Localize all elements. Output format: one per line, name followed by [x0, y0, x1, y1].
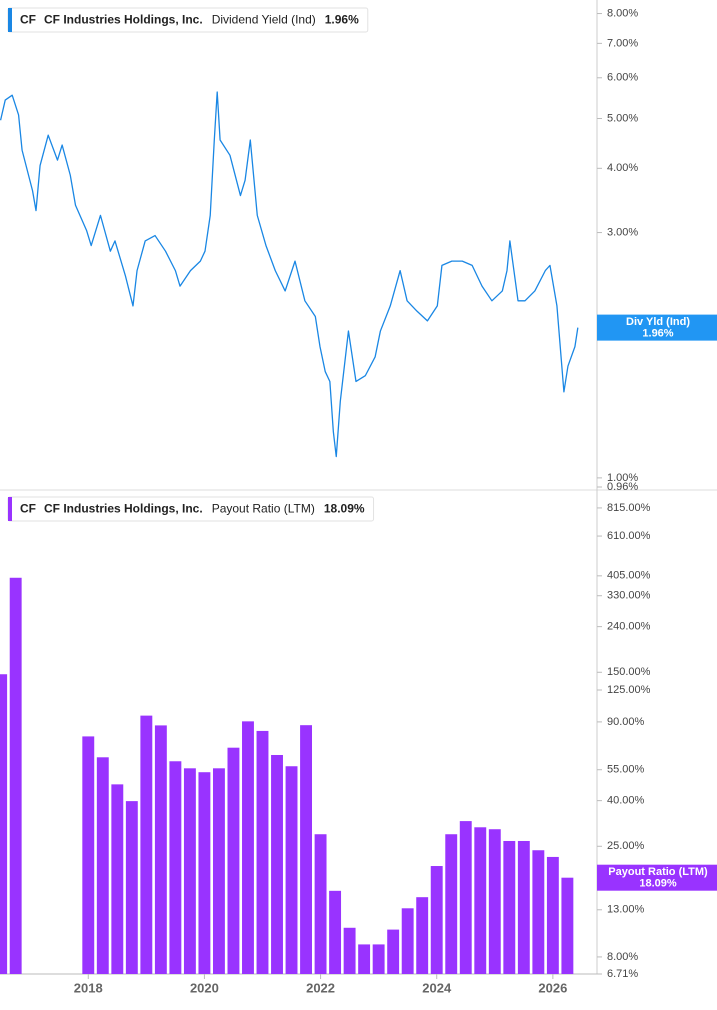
- bar: [0, 674, 8, 974]
- bar: [401, 908, 414, 974]
- legend-value: 1.96%: [325, 13, 359, 27]
- bar: [459, 821, 472, 974]
- bar: [561, 877, 574, 974]
- y-tick-label: 815.00%: [607, 502, 651, 514]
- bar: [329, 890, 342, 974]
- bar: [183, 768, 196, 974]
- plot-area: [0, 91, 579, 458]
- y-tick-label: 150.00%: [607, 666, 651, 678]
- legend-ticker: CF: [20, 502, 36, 516]
- value-badge: [597, 864, 717, 891]
- y-tick-label: 6.00%: [607, 72, 638, 84]
- legend-value: 18.09%: [324, 502, 365, 516]
- bar: [285, 766, 298, 974]
- bar: [488, 829, 501, 974]
- y-tick-label: 55.00%: [607, 764, 645, 776]
- bar: [169, 761, 182, 974]
- bar: [198, 772, 211, 974]
- y-tick-label: 4.00%: [607, 162, 638, 174]
- bar: [546, 856, 559, 974]
- x-tick-label: 2020: [190, 980, 219, 995]
- bar: [416, 897, 429, 974]
- yield-line: [0, 91, 579, 458]
- y-tick-label: 125.00%: [607, 684, 651, 696]
- plot-area: [0, 577, 574, 974]
- value-badge-name: Payout Ratio (LTM): [608, 866, 708, 878]
- bar: [503, 840, 516, 974]
- bar: [532, 850, 545, 974]
- x-tick-label: 2018: [74, 980, 103, 995]
- y-tick-label: 330.00%: [607, 590, 651, 602]
- value-badge-value: 1.96%: [642, 328, 673, 340]
- legend-header: CF CF Industries Holdings, Inc. Dividend Y…: [7, 7, 369, 33]
- bar: [111, 784, 124, 974]
- value-badge-name: Div Yld (Ind): [626, 316, 690, 328]
- bar: [372, 944, 385, 974]
- bar: [256, 730, 269, 974]
- bar: [300, 725, 313, 974]
- legend-swatch: [8, 497, 12, 521]
- y-tick-label: 90.00%: [607, 716, 645, 728]
- bar: [154, 725, 167, 974]
- y-tick-label: 610.00%: [607, 530, 651, 542]
- bar: [271, 754, 283, 974]
- bar: [9, 577, 22, 974]
- y-tick-label: 5.00%: [607, 112, 638, 124]
- bar: [343, 927, 356, 974]
- y-tick-label: 40.00%: [607, 795, 645, 807]
- bar: [125, 801, 138, 974]
- bar: [387, 929, 400, 974]
- y-tick-label: 13.00%: [607, 904, 645, 916]
- value-badge: [597, 314, 717, 341]
- bar: [212, 768, 225, 974]
- y-tick-label: 8.00%: [607, 951, 638, 963]
- y-tick-label: 8.00%: [607, 7, 638, 19]
- bar: [517, 840, 530, 974]
- bar: [82, 736, 95, 974]
- bar: [227, 747, 240, 974]
- legend-company: CF Industries Holdings, Inc.: [44, 13, 203, 27]
- bar: [474, 827, 487, 974]
- bar: [140, 715, 153, 974]
- bar: [314, 834, 327, 974]
- bar: [96, 757, 109, 974]
- y-tick-label: 405.00%: [607, 570, 651, 582]
- x-tick-label: 2022: [306, 980, 335, 995]
- legend-company: CF Industries Holdings, Inc.: [44, 502, 203, 516]
- x-tick-label: 2026: [538, 980, 567, 995]
- legend-series-name: Payout Ratio (LTM): [212, 502, 315, 516]
- y-tick-label: 6.71%: [607, 968, 638, 980]
- y-tick-label: 3.00%: [607, 226, 638, 238]
- legend-series-name: Dividend Yield (Ind): [212, 13, 316, 27]
- y-tick-label: 240.00%: [607, 621, 651, 633]
- bar: [445, 834, 458, 974]
- bar: [430, 866, 443, 974]
- bar: [242, 721, 254, 974]
- y-tick-label: 7.00%: [607, 37, 638, 49]
- y-tick-label: 25.00%: [607, 840, 645, 852]
- y-tick-label: 0.96%: [607, 481, 638, 493]
- legend-header: CF CF Industries Holdings, Inc. Payout Rat…: [7, 496, 375, 522]
- x-tick-label: 2024: [422, 980, 452, 995]
- bar: [358, 944, 371, 974]
- legend-ticker: CF: [20, 13, 36, 27]
- y-tick-label: 1.00%: [607, 472, 638, 484]
- value-badge-value: 18.09%: [639, 878, 677, 890]
- legend-swatch: [8, 8, 12, 32]
